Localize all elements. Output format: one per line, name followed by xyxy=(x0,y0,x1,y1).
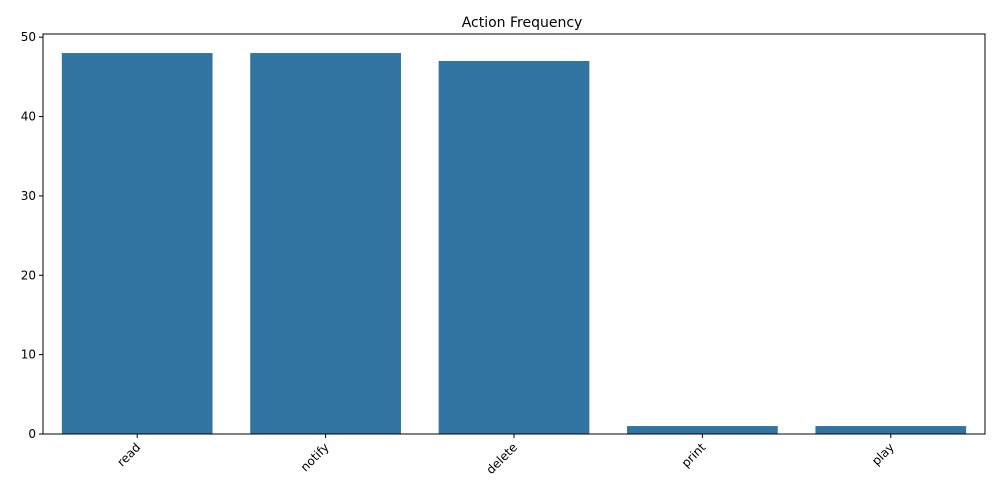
x-tick-label: delete xyxy=(483,440,520,477)
y-axis: 0 10 20 30 40 50 xyxy=(21,30,43,441)
bar-notify xyxy=(250,53,401,435)
x-axis: read notify delete print play xyxy=(114,434,897,477)
y-tick-label: 10 xyxy=(21,348,36,362)
chart-title: Action Frequency xyxy=(462,15,583,31)
bar-delete xyxy=(438,60,590,434)
x-tick-label: print xyxy=(679,440,709,470)
x-tick-label: notify xyxy=(298,440,332,474)
y-tick-label: 40 xyxy=(21,110,36,124)
y-tick-label: 30 xyxy=(21,189,36,203)
bar-read xyxy=(61,53,213,435)
y-tick-label: 20 xyxy=(21,268,36,282)
bars xyxy=(61,53,967,435)
plot-frame xyxy=(42,33,986,435)
y-tick-label: 0 xyxy=(28,427,36,441)
x-tick-label: play xyxy=(869,440,897,468)
y-tick-label: 50 xyxy=(21,30,36,44)
bar-play xyxy=(815,426,967,434)
x-tick-label: read xyxy=(114,440,143,469)
bar-print xyxy=(627,426,778,434)
